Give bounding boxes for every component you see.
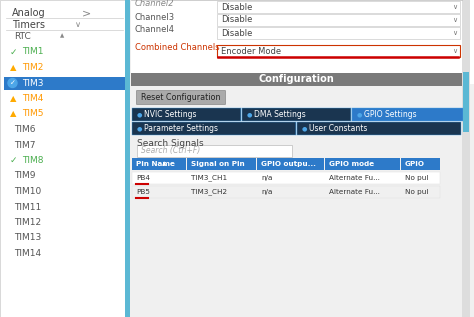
Text: TIM3_CH1: TIM3_CH1	[191, 175, 227, 181]
Text: ✓: ✓	[9, 80, 16, 86]
Text: PB5: PB5	[136, 189, 150, 195]
FancyBboxPatch shape	[137, 145, 292, 157]
Text: Channel4: Channel4	[135, 25, 175, 35]
Text: ✓: ✓	[10, 48, 18, 56]
Text: NVIC Settings: NVIC Settings	[144, 110, 197, 119]
Text: ∨: ∨	[452, 4, 457, 10]
Text: ●: ●	[357, 112, 363, 117]
Text: ●: ●	[137, 112, 143, 117]
FancyBboxPatch shape	[125, 0, 130, 317]
FancyBboxPatch shape	[217, 45, 460, 57]
Text: TIM10: TIM10	[14, 187, 41, 196]
Text: PB4: PB4	[136, 175, 150, 181]
FancyBboxPatch shape	[217, 14, 460, 26]
FancyBboxPatch shape	[137, 90, 226, 105]
Text: Encoder Mode: Encoder Mode	[221, 47, 281, 55]
Text: TIM1: TIM1	[22, 48, 44, 56]
FancyBboxPatch shape	[132, 172, 440, 184]
Text: ∨: ∨	[452, 30, 457, 36]
Text: DMA Settings: DMA Settings	[254, 110, 306, 119]
Text: TIM6: TIM6	[14, 125, 36, 134]
Text: Configuration: Configuration	[259, 74, 334, 85]
FancyBboxPatch shape	[132, 108, 241, 121]
Circle shape	[8, 79, 17, 87]
FancyBboxPatch shape	[217, 1, 460, 13]
Text: ▲: ▲	[10, 63, 17, 72]
FancyBboxPatch shape	[325, 158, 400, 170]
FancyBboxPatch shape	[217, 27, 460, 39]
Text: ●: ●	[247, 112, 253, 117]
Text: GPIO Settings: GPIO Settings	[364, 110, 417, 119]
Text: Timers: Timers	[12, 20, 45, 30]
Text: ▲: ▲	[10, 109, 17, 119]
Text: Search (Ctrl+F): Search (Ctrl+F)	[141, 146, 200, 156]
Text: ✓: ✓	[10, 156, 18, 165]
FancyBboxPatch shape	[4, 76, 125, 89]
Text: Parameter Settings: Parameter Settings	[144, 124, 218, 133]
Text: Channel3: Channel3	[135, 12, 175, 22]
FancyBboxPatch shape	[462, 0, 470, 317]
Text: Search Signals: Search Signals	[137, 139, 204, 147]
Text: TIM5: TIM5	[22, 109, 44, 119]
FancyBboxPatch shape	[131, 73, 462, 86]
Text: Analog: Analog	[12, 8, 46, 18]
Text: Alternate Fu...: Alternate Fu...	[329, 189, 380, 195]
FancyBboxPatch shape	[297, 122, 461, 135]
Text: ∨: ∨	[452, 48, 457, 54]
Text: TIM14: TIM14	[14, 249, 41, 258]
Text: ∨: ∨	[452, 17, 457, 23]
Text: GPIO: GPIO	[405, 161, 425, 167]
Text: TIM4: TIM4	[22, 94, 44, 103]
Text: TIM12: TIM12	[14, 218, 41, 227]
Text: GPIO outpu...: GPIO outpu...	[261, 161, 316, 167]
FancyBboxPatch shape	[242, 108, 351, 121]
Text: n/a: n/a	[261, 175, 273, 181]
FancyBboxPatch shape	[257, 158, 324, 170]
FancyBboxPatch shape	[132, 186, 440, 198]
FancyBboxPatch shape	[352, 108, 463, 121]
Text: TIM3: TIM3	[22, 79, 44, 87]
Text: TIM8: TIM8	[22, 156, 44, 165]
Text: TIM13: TIM13	[14, 234, 41, 243]
Text: GPIO mode: GPIO mode	[329, 161, 374, 167]
FancyBboxPatch shape	[187, 158, 256, 170]
Text: TIM7: TIM7	[14, 140, 36, 150]
Text: Pin Name: Pin Name	[136, 161, 175, 167]
FancyBboxPatch shape	[131, 0, 474, 84]
Text: User Constants: User Constants	[309, 124, 367, 133]
FancyBboxPatch shape	[131, 84, 474, 317]
Text: Signal on Pin: Signal on Pin	[191, 161, 245, 167]
Text: No pul: No pul	[405, 175, 428, 181]
Text: RTC: RTC	[14, 32, 31, 41]
Text: Alternate Fu...: Alternate Fu...	[329, 175, 380, 181]
Text: TIM2: TIM2	[22, 63, 44, 72]
Text: Disable: Disable	[221, 29, 252, 37]
Text: TIM11: TIM11	[14, 203, 41, 211]
Text: >: >	[82, 8, 91, 18]
FancyBboxPatch shape	[132, 158, 186, 170]
FancyBboxPatch shape	[0, 0, 125, 317]
Text: ▲: ▲	[60, 33, 64, 38]
FancyBboxPatch shape	[463, 72, 469, 132]
Text: TIM3_CH2: TIM3_CH2	[191, 189, 227, 195]
Text: Combined Channels: Combined Channels	[135, 43, 219, 53]
Text: No pul: No pul	[405, 189, 428, 195]
Text: ●: ●	[302, 126, 308, 131]
Text: n/a: n/a	[261, 189, 273, 195]
FancyBboxPatch shape	[132, 122, 296, 135]
Text: ▲: ▲	[162, 161, 166, 166]
Text: Disable: Disable	[221, 3, 252, 11]
Text: TIM9: TIM9	[14, 171, 36, 180]
Text: ∨: ∨	[75, 20, 81, 29]
Text: Reset Configuration: Reset Configuration	[141, 93, 221, 102]
Text: Channel2: Channel2	[135, 0, 174, 9]
FancyBboxPatch shape	[401, 158, 440, 170]
Text: ▲: ▲	[10, 94, 17, 103]
Text: ●: ●	[137, 126, 143, 131]
Text: Disable: Disable	[221, 16, 252, 24]
